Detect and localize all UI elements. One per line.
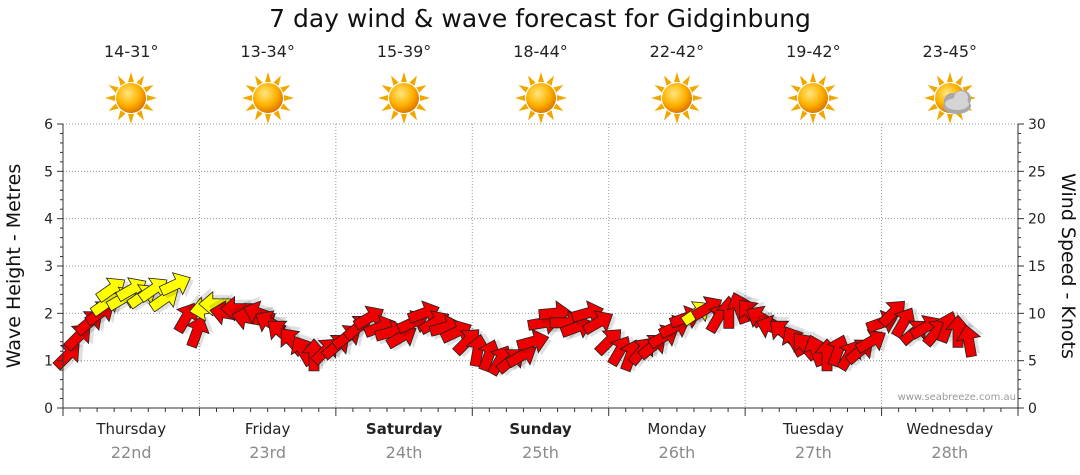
day-label: Thursday xyxy=(95,420,166,438)
y-left-tick-label: 0 xyxy=(44,401,53,417)
y-left-tick-label: 2 xyxy=(44,306,53,322)
y-left-tick-label: 3 xyxy=(44,259,53,275)
watermark: www.seabreeze.com.au xyxy=(898,392,1016,403)
sun-icon xyxy=(376,70,432,126)
wind-arrow xyxy=(826,334,855,368)
y-right-tick-label: 5 xyxy=(1028,354,1037,370)
temperature-range: 19-42° xyxy=(786,42,841,61)
wind-arrow xyxy=(477,339,506,373)
y-axis-right-title: Wind Speed - Knots xyxy=(1057,173,1079,359)
date-label: 27th xyxy=(795,443,832,462)
date-label: 25th xyxy=(522,443,559,462)
y-right-tick-label: 25 xyxy=(1028,164,1046,180)
day-label: Saturday xyxy=(366,420,443,438)
y-right-tick-label: 0 xyxy=(1028,401,1037,417)
wind-arrow xyxy=(854,329,890,356)
wind-arrow xyxy=(52,343,84,372)
sun-cloud-icon xyxy=(922,70,978,126)
wind-arrow xyxy=(158,272,194,299)
day-label: Wednesday xyxy=(906,420,993,438)
wind-arrows xyxy=(52,272,984,377)
y-right-tick-label: 30 xyxy=(1028,117,1046,133)
day-label: Sunday xyxy=(509,420,572,438)
sun-icon xyxy=(240,70,296,126)
y-left-tick-label: 6 xyxy=(44,117,53,133)
temperature-range: 23-45° xyxy=(922,42,978,61)
date-label: 28th xyxy=(931,443,968,462)
temperature-range: 15-39° xyxy=(376,42,432,61)
wind-arrow xyxy=(891,307,920,339)
sun-icon xyxy=(513,70,569,126)
y-left-tick-label: 1 xyxy=(44,354,53,370)
sun-icon xyxy=(103,70,159,126)
y-right-tick-label: 20 xyxy=(1028,212,1046,228)
chart-axes: 0 1 2 3 4 5 6 0 5 10 15 20 25 30 Thursday 22nd Friday 23r… xyxy=(44,117,1046,462)
temperature-range: 22-42° xyxy=(649,42,705,61)
wind-arrow xyxy=(955,322,984,358)
day-label: Monday xyxy=(647,420,706,438)
date-label: 23rd xyxy=(249,443,286,462)
temperature-range: 14-31° xyxy=(103,42,159,61)
wind-arrow xyxy=(385,324,420,352)
wind-arrow xyxy=(945,313,974,348)
y-left-tick-label: 4 xyxy=(44,212,53,228)
y-axis-left-title: Wave Height - Metres xyxy=(3,164,25,368)
temperature-range: 13-34° xyxy=(240,42,295,61)
y-right-tick-label: 15 xyxy=(1028,259,1046,275)
wind-arrow xyxy=(877,300,909,329)
wind-arrow xyxy=(516,328,552,356)
chart-title: 7 day wind & wave forecast for Gidginbun… xyxy=(269,4,811,33)
date-label: 26th xyxy=(659,443,696,462)
wind-arrow xyxy=(185,315,214,349)
date-label: 24th xyxy=(386,443,423,462)
date-label: 22nd xyxy=(111,443,152,462)
chart-grid xyxy=(63,123,1018,408)
sun-icon xyxy=(649,70,705,126)
y-right-tick-label: 10 xyxy=(1028,306,1046,322)
y-left-tick-label: 5 xyxy=(44,164,53,180)
wind-arrow xyxy=(505,343,540,371)
wind-arrow xyxy=(593,329,625,358)
day-label: Tuesday xyxy=(782,420,844,438)
sun-icon xyxy=(785,70,841,126)
day-label: Friday xyxy=(245,420,291,438)
temperature-range: 18-44° xyxy=(513,42,568,61)
